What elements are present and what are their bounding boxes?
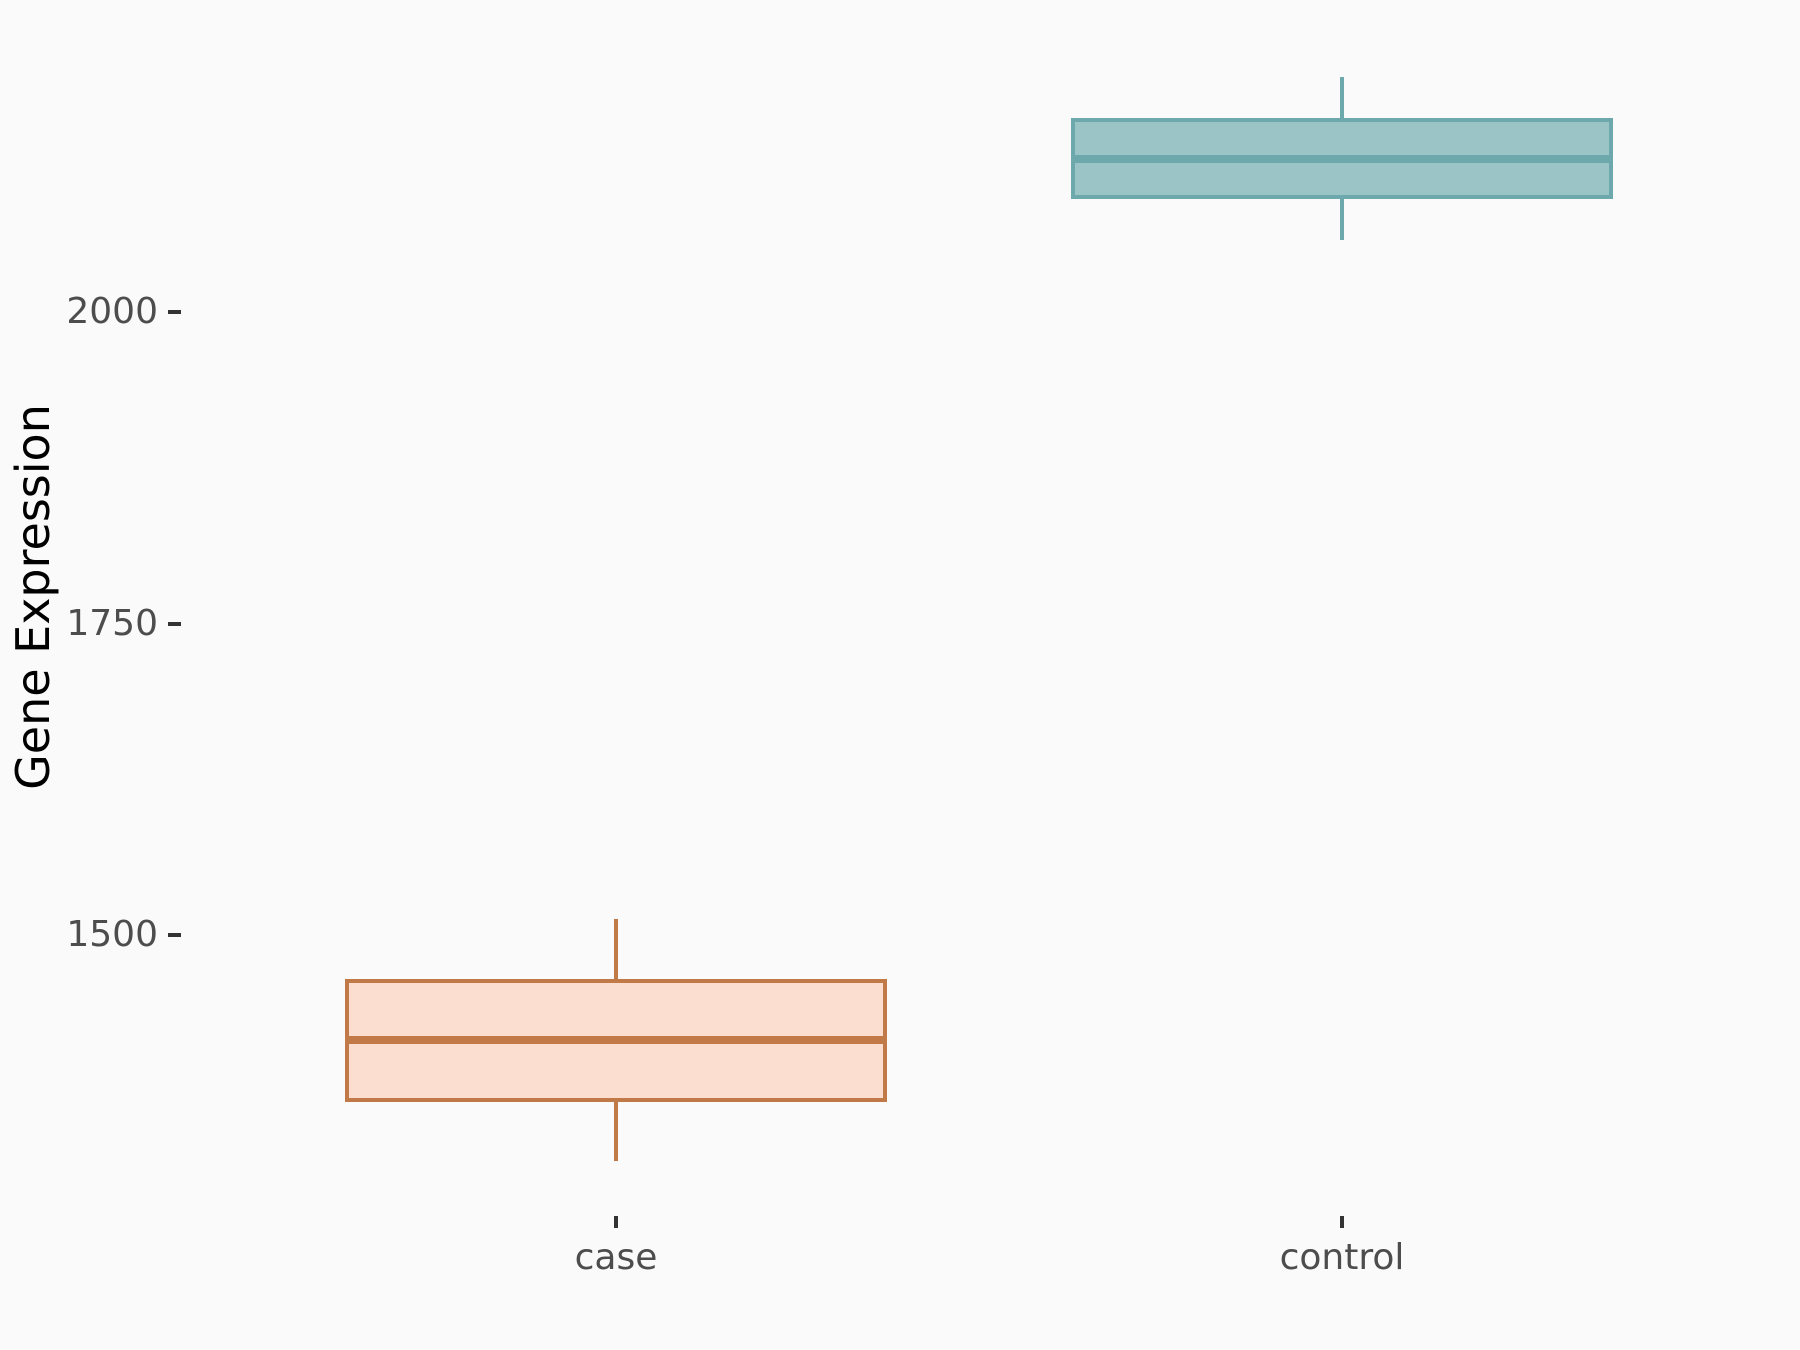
y-axis-tick (168, 621, 181, 626)
y-axis-tick-label: 2000 (66, 291, 158, 332)
x-axis-category-label: control (1279, 1237, 1405, 1278)
whisker-upper-control (1340, 76, 1344, 118)
y-axis-tick-label: 1500 (66, 914, 158, 955)
y-axis-title: Gene Expression (6, 404, 60, 790)
whisker-lower-case (614, 1101, 618, 1161)
median-case (345, 1035, 887, 1044)
x-axis-tick (1340, 1216, 1344, 1228)
y-axis-tick (168, 310, 181, 314)
whisker-lower-control (1340, 198, 1344, 240)
y-axis-tick-label: 1750 (66, 602, 158, 644)
x-axis-tick (614, 1216, 618, 1228)
y-axis-tick (168, 933, 181, 937)
median-control (1071, 154, 1613, 163)
x-axis-category-label: case (574, 1237, 658, 1278)
whisker-upper-case (614, 918, 618, 979)
